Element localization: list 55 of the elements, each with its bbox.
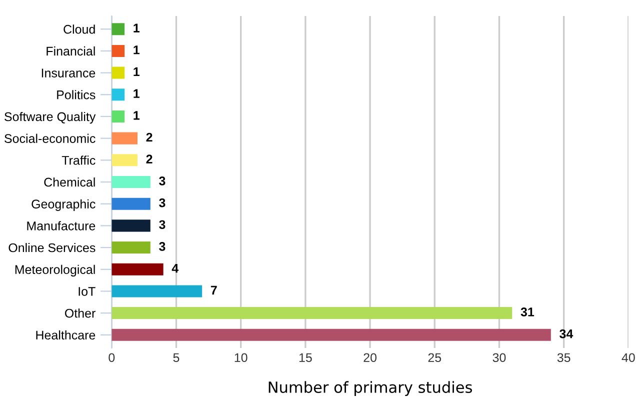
- bar: [112, 242, 150, 254]
- y-tick-label: Manufacture: [27, 221, 96, 230]
- y-tick-label: Other: [65, 308, 96, 318]
- data-label: 1: [134, 89, 140, 98]
- bar: [112, 328, 551, 341]
- bar: [112, 23, 125, 36]
- bar: [112, 198, 150, 210]
- y-tick-label: Online Services: [8, 242, 96, 252]
- y-tick-label: Geographic: [32, 199, 96, 211]
- x-tick-label: 0: [108, 353, 115, 362]
- bar: [112, 307, 512, 320]
- x-tick-label: 25: [428, 353, 442, 362]
- data-label: 2: [146, 154, 152, 164]
- x-tick-label: 20: [364, 353, 377, 362]
- data-label: 1: [134, 24, 140, 32]
- y-tick-label: Traffic: [62, 156, 96, 165]
- data-label: 1: [134, 111, 140, 120]
- y-tick-label: Cloud: [64, 24, 95, 34]
- data-label: 3: [159, 198, 166, 208]
- y-tick-label: Healthcare: [36, 330, 96, 340]
- bar: [112, 263, 164, 276]
- data-label: 2: [146, 132, 152, 142]
- x-tick-label: 5: [173, 353, 180, 362]
- data-label: 3: [159, 176, 166, 186]
- data-label: 3: [159, 242, 166, 251]
- data-label: 1: [134, 67, 140, 76]
- bar: [112, 132, 138, 144]
- y-tick-label: Social-economic: [4, 134, 96, 143]
- data-label: 1: [134, 46, 140, 54]
- bar: [112, 66, 125, 79]
- y-tick-label: Software Quality: [4, 112, 96, 124]
- bar: [112, 44, 125, 57]
- bar: [112, 220, 150, 232]
- x-tick-label: 10: [234, 353, 248, 362]
- x-tick-label: 30: [492, 353, 506, 362]
- data-label: 4: [172, 264, 179, 273]
- x-tick-label: 40: [622, 353, 635, 362]
- y-tick-label: Meteorological: [15, 264, 95, 276]
- data-label: 34: [560, 329, 574, 338]
- data-label: 7: [210, 286, 217, 294]
- bar: [112, 88, 125, 101]
- x-tick-label: 35: [557, 353, 570, 362]
- x-axis-title: Number of primary studies: [268, 381, 472, 396]
- bar: [112, 285, 202, 298]
- y-tick-label: Financial: [46, 46, 95, 56]
- y-tick-label: IoT: [78, 287, 96, 296]
- data-label: 31: [520, 308, 534, 316]
- y-tick-label: Politics: [57, 90, 96, 100]
- data-label: 3: [159, 220, 166, 230]
- y-tick-label: Insurance: [42, 68, 96, 78]
- bar: [112, 110, 125, 122]
- bar: [112, 176, 150, 188]
- x-tick-label: 15: [299, 353, 312, 362]
- bar: [112, 154, 138, 166]
- y-tick-label: Chemical: [44, 177, 95, 187]
